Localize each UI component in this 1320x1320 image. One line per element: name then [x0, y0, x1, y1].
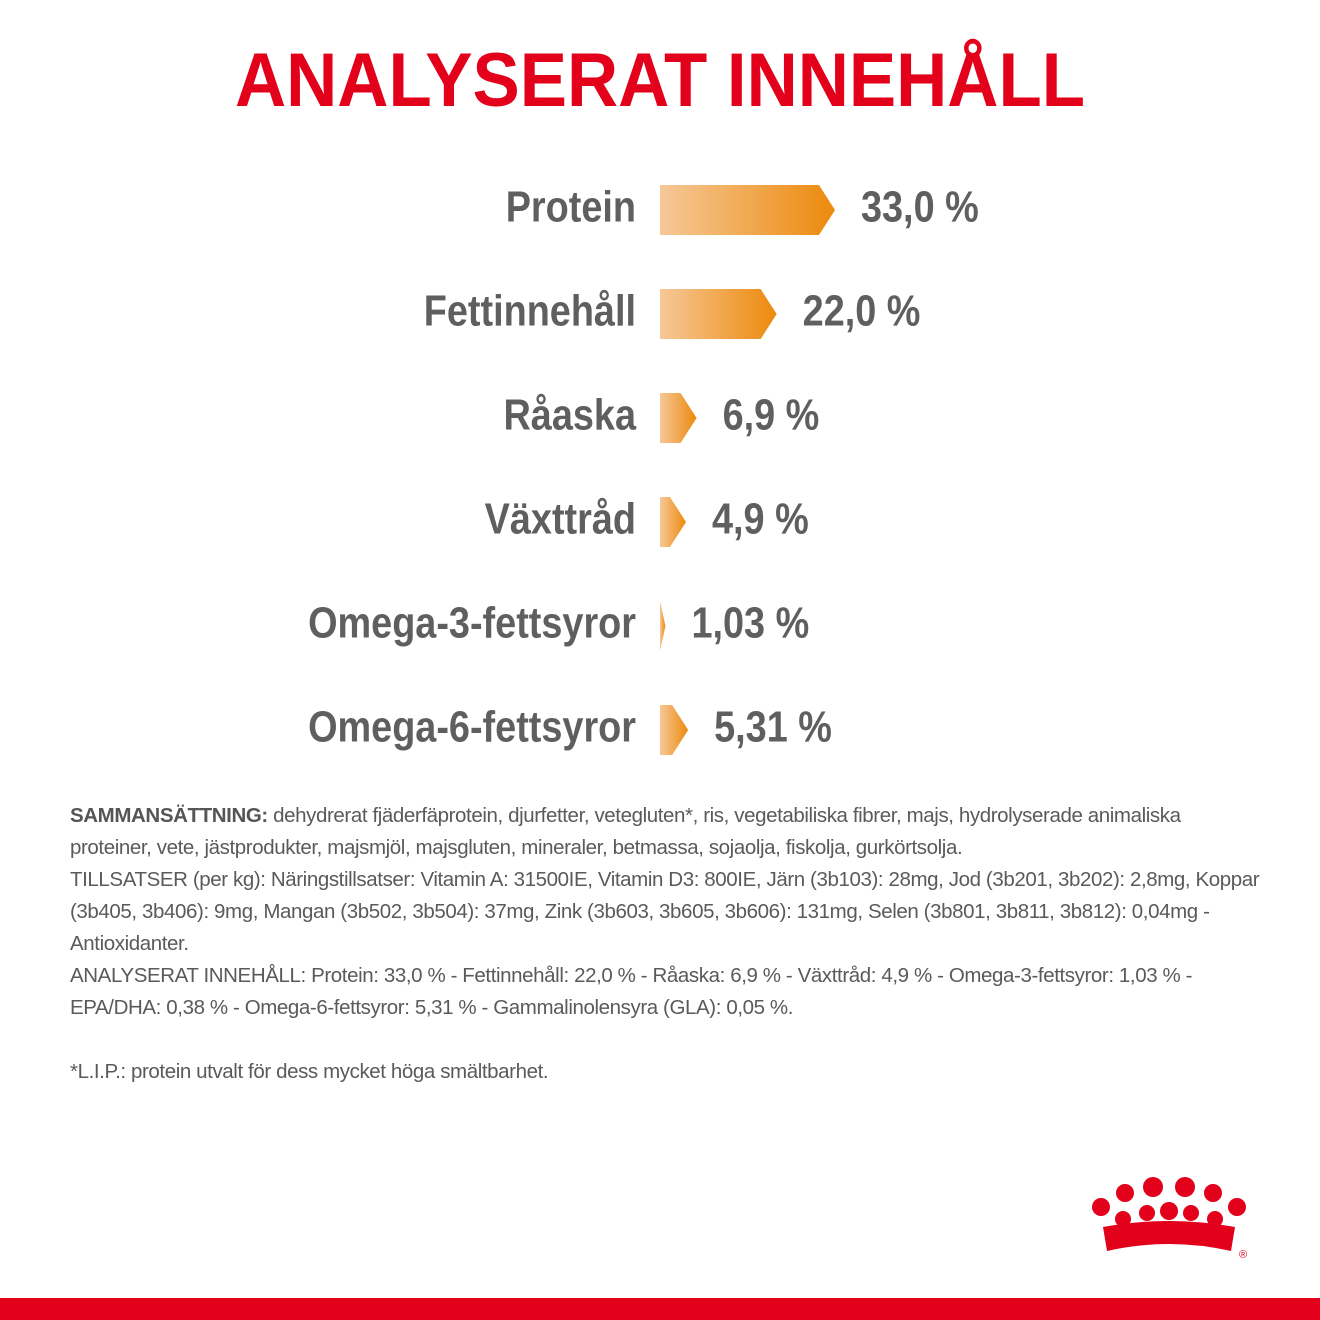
value-label: 1,03 %	[691, 598, 809, 647]
bottom-bar	[0, 1298, 1320, 1320]
bar	[660, 601, 666, 651]
value-label: 22,0 %	[803, 286, 921, 335]
bar	[660, 497, 686, 547]
analysis: ANALYSERAT INNEHÅLL: Protein: 33,0 % - F…	[70, 964, 1193, 1019]
bar	[660, 185, 835, 235]
registered-mark: ®	[1239, 1249, 1247, 1261]
category-label: Växttråd	[485, 494, 636, 543]
category-label: Omega-6-fettsyror	[308, 702, 636, 751]
value-label: 6,9 %	[723, 390, 820, 439]
value-label: 33,0 %	[861, 182, 979, 231]
category-label: Råaska	[504, 390, 638, 439]
value-label: 4,9 %	[712, 494, 809, 543]
category-label: Protein	[506, 182, 636, 231]
value-label: 5,31 %	[714, 702, 832, 751]
bar	[660, 289, 777, 339]
chart-title: ANALYSERAT INNEHÅLL	[235, 38, 1085, 123]
additives: TILLSATSER (per kg): Näringstillsatser: …	[70, 868, 1260, 955]
footnote: *L.I.P.: protein utvalt för dess mycket …	[70, 1060, 549, 1083]
composition: SAMMANSÄTTNING: dehydrerat fjäderfäprote…	[70, 800, 1260, 1088]
chart: ANALYSERAT INNEHÅLL Protein 33,0 % Fettinn…	[235, 38, 1085, 755]
category-label: Omega-3-fettsyror	[308, 598, 636, 647]
composition-heading: SAMMANSÄTTNING:	[70, 804, 268, 827]
bar	[660, 393, 697, 443]
ingredients: SAMMANSÄTTNING: dehydrerat fjäderfäprote…	[70, 800, 1260, 864]
bar	[660, 705, 689, 755]
ingredients-text: dehydrerat fjäderfäprotein, djurfetter, …	[70, 804, 1181, 859]
logo: ®	[1092, 1177, 1247, 1261]
category-label: Fettinnehåll	[424, 286, 636, 335]
